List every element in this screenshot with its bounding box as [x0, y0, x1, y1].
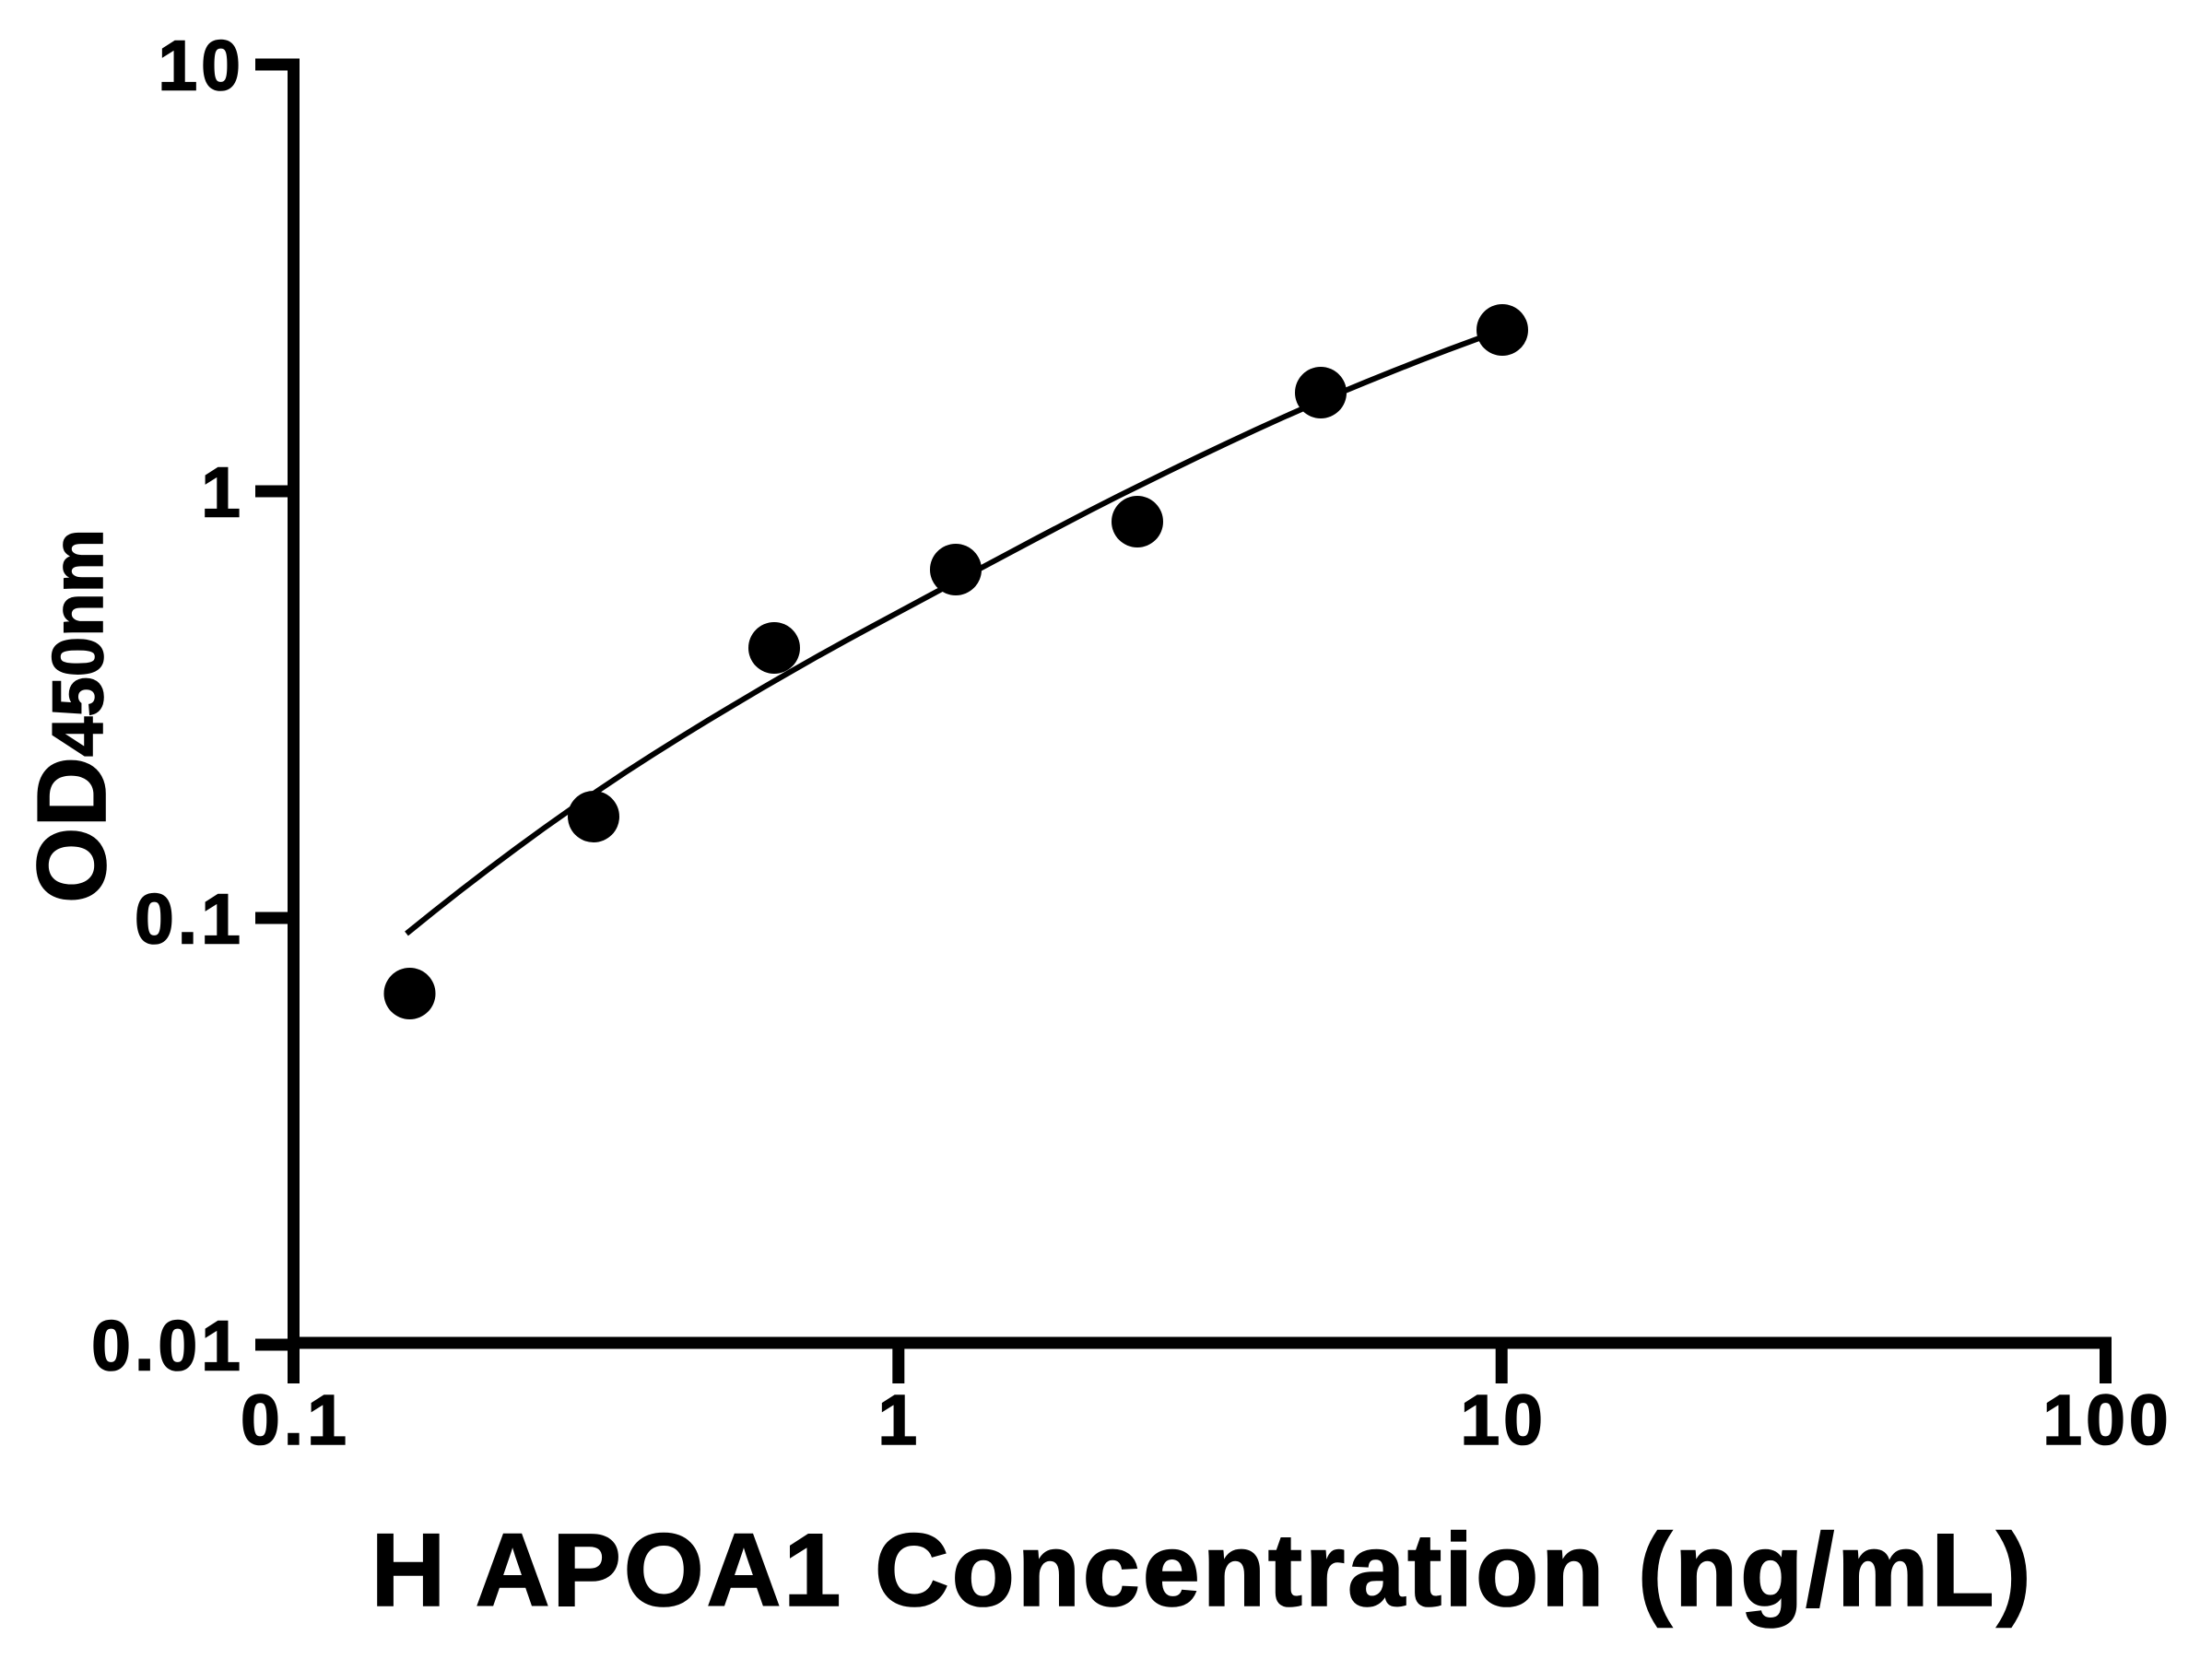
svg-text:10: 10 — [158, 26, 244, 105]
svg-text:0.01: 0.01 — [91, 1306, 244, 1385]
svg-text:H APOA1 Concentration (ng/mL): H APOA1 Concentration (ng/mL) — [371, 1512, 2033, 1628]
svg-text:1: 1 — [877, 1381, 921, 1460]
svg-text:OD450nm: OD450nm — [18, 529, 126, 903]
svg-text:100: 100 — [2042, 1381, 2171, 1460]
svg-text:0.1: 0.1 — [135, 879, 244, 959]
svg-text:1: 1 — [201, 453, 244, 532]
svg-text:10: 10 — [1460, 1381, 1547, 1460]
svg-text:0.1: 0.1 — [241, 1381, 350, 1460]
